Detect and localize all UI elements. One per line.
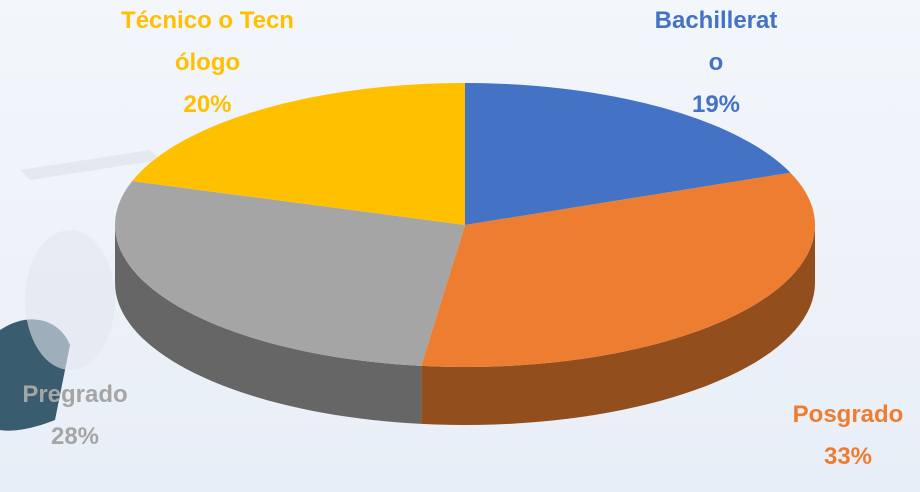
- data-label: Posgrado 33%: [770, 394, 920, 478]
- data-label: Pregrado 28%: [0, 374, 150, 458]
- category-label: Técnico o Tecnólogo: [120, 0, 295, 84]
- category-label: Pregrado: [0, 374, 150, 416]
- decor: [25, 230, 115, 370]
- value-label: 20%: [120, 84, 295, 126]
- category-label: Bachillerato: [650, 0, 782, 84]
- pie: [115, 83, 815, 425]
- data-label: Técnico o Tecnólogo 20%: [120, 0, 295, 126]
- page: Bachillerato 19% Posgrado 33% Pregrado 2…: [0, 0, 920, 492]
- value-label: 28%: [0, 416, 150, 458]
- value-label: 33%: [770, 436, 920, 478]
- data-label: Bachillerato 19%: [650, 0, 782, 126]
- value-label: 19%: [650, 84, 782, 126]
- category-label: Posgrado: [770, 394, 920, 436]
